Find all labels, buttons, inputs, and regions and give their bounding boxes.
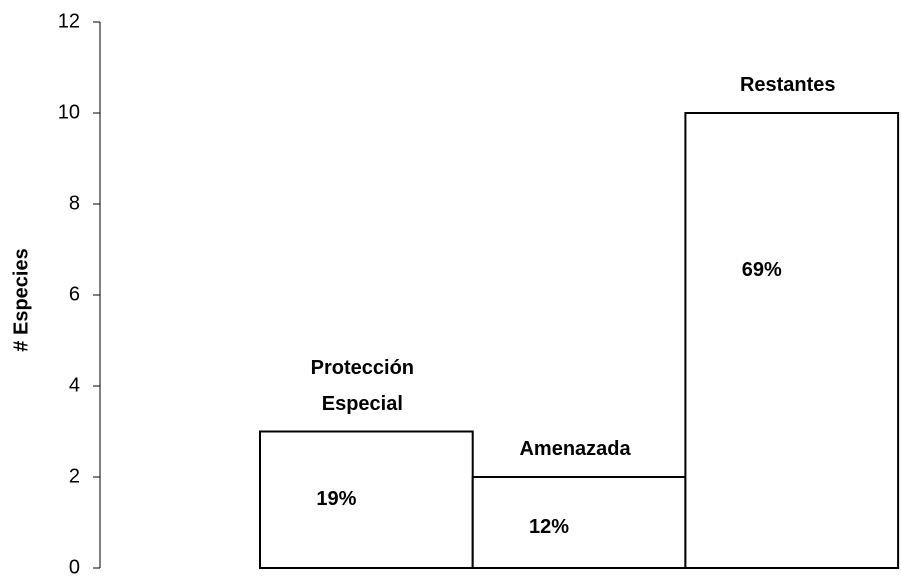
category-label: Restantes	[739, 74, 836, 96]
bar	[259, 430, 474, 569]
bar-annotation: 19%	[316, 488, 356, 510]
bar-annotation: 12%	[529, 516, 569, 538]
y-tick-label: 0	[69, 556, 80, 578]
category-label: Amenazada	[519, 438, 631, 460]
y-tick-label: 6	[69, 283, 80, 305]
bar	[684, 112, 900, 569]
bar-annotation: 69%	[742, 259, 782, 281]
y-tick-label: 8	[69, 192, 80, 214]
y-tick-label: 2	[69, 465, 80, 487]
bar	[471, 476, 687, 569]
y-tick-label: 10	[58, 101, 80, 123]
y-tick-label: 4	[69, 374, 80, 396]
y-tick-label: 12	[58, 10, 80, 32]
y-axis-label: # Especies	[10, 248, 32, 351]
category-label: Protección Especial	[310, 356, 415, 415]
